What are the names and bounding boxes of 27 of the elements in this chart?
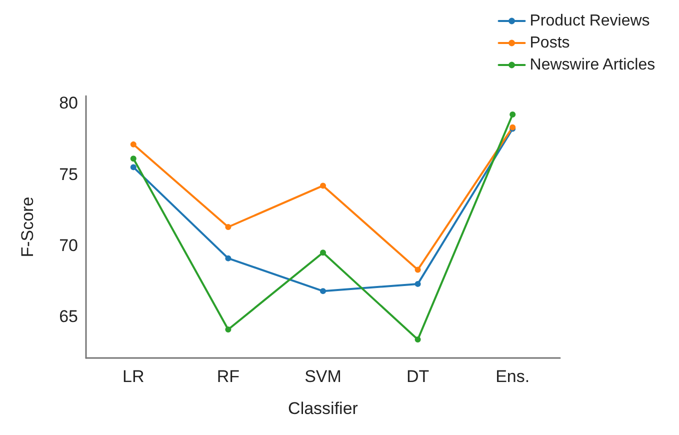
point — [225, 326, 232, 333]
point — [414, 336, 421, 342]
x-tick-label: SVM — [304, 367, 342, 386]
point — [320, 250, 326, 256]
point — [130, 141, 136, 148]
x-tick-label: RF — [216, 367, 240, 386]
legend-label: Newswire Articles — [530, 56, 656, 74]
point — [130, 156, 136, 162]
point — [225, 255, 232, 262]
legend-label: Posts — [530, 34, 570, 52]
y-tick-label: 70 — [59, 236, 78, 256]
y-tick-label: 80 — [59, 94, 78, 113]
x-tick-label: DT — [406, 367, 430, 386]
point — [414, 266, 421, 273]
x-tick-label: LR — [122, 367, 144, 386]
point — [130, 164, 136, 170]
y-tick-label: 75 — [59, 164, 78, 184]
point — [225, 224, 232, 230]
legend-label: Product Reviews — [530, 12, 650, 30]
y-axis-title: F-Score — [18, 196, 37, 258]
point — [320, 182, 326, 189]
point — [414, 280, 421, 287]
point — [510, 112, 516, 118]
point — [320, 288, 326, 294]
y-tick-label: 65 — [59, 307, 78, 326]
x-axis-title: Classifier — [288, 399, 358, 418]
x-tick-label: Ens. — [496, 367, 530, 386]
